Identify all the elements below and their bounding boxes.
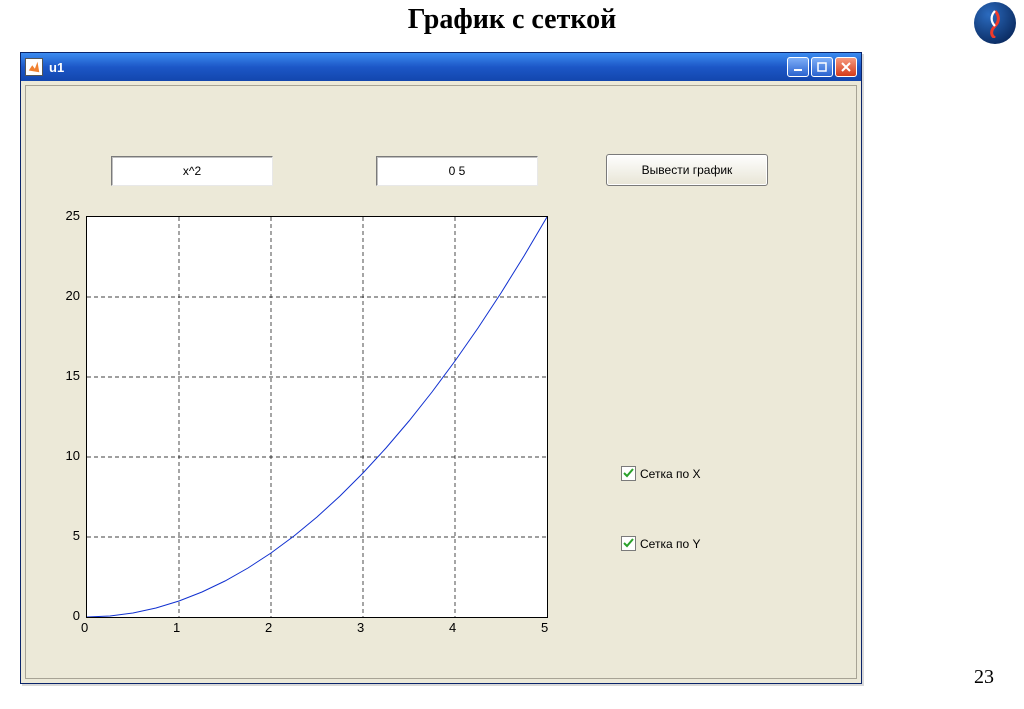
chart-area [86, 216, 548, 618]
maximize-button[interactable] [811, 57, 833, 77]
grid-x-label: Сетка по X [640, 467, 700, 481]
x-tick-label: 1 [173, 620, 180, 635]
function-input[interactable]: x^2 [111, 156, 273, 186]
y-tick-label: 0 [50, 608, 80, 623]
brand-logo [974, 2, 1016, 44]
x-tick-label: 4 [449, 620, 456, 635]
slide-title: График с сеткой [0, 4, 1024, 36]
grid-y-label: Сетка по Y [640, 537, 700, 551]
checkbox-box-icon [621, 466, 636, 481]
x-tick-label: 5 [541, 620, 548, 635]
y-tick-label: 20 [50, 288, 80, 303]
y-tick-label: 10 [50, 448, 80, 463]
minimize-button[interactable] [787, 57, 809, 77]
page-number: 23 [974, 666, 994, 689]
y-tick-label: 25 [50, 208, 80, 223]
close-button[interactable] [835, 57, 857, 77]
y-tick-label: 5 [50, 528, 80, 543]
y-tick-label: 15 [50, 368, 80, 383]
x-tick-label: 2 [265, 620, 272, 635]
x-tick-label: 0 [81, 620, 88, 635]
matlab-icon [25, 58, 43, 76]
grid-x-checkbox[interactable]: Сетка по X [621, 466, 700, 481]
plot-button[interactable]: Вывести график [606, 154, 768, 186]
client-area: x^2 0 5 Вывести график Сетка по X Сетка … [25, 85, 857, 679]
app-window: u1 x^2 0 5 Вывести график Сетка по X [20, 52, 862, 684]
grid-y-checkbox[interactable]: Сетка по Y [621, 536, 700, 551]
titlebar: u1 [21, 53, 861, 81]
x-tick-label: 3 [357, 620, 364, 635]
window-title: u1 [49, 60, 787, 75]
checkbox-box-icon [621, 536, 636, 551]
range-input[interactable]: 0 5 [376, 156, 538, 186]
